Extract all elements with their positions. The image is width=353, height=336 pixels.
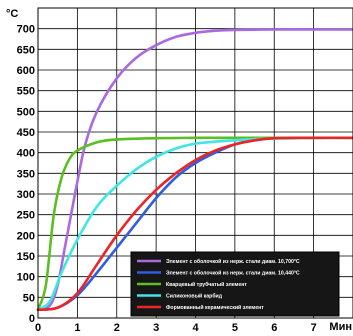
x-tick-label-0: 0: [35, 322, 41, 334]
series-group: [36, 28, 353, 311]
series-line-4: [36, 136, 353, 311]
y-tick-label-500: 500: [17, 106, 35, 118]
legend-label-1: Элемент с оболочкой из нерж. стали диам.…: [166, 270, 300, 277]
y-tick-label-200: 200: [17, 230, 35, 242]
y-tick-label-0: 0: [29, 313, 35, 325]
x-tick-label-1: 1: [74, 322, 80, 334]
y-tick-label-250: 250: [17, 210, 35, 222]
y-tick-label-400: 400: [17, 148, 35, 160]
x-tick-label-4: 4: [192, 322, 199, 334]
y-tick-label-700: 700: [17, 24, 35, 36]
x-axis-unit-label: Мин: [329, 321, 352, 333]
y-tick-label-600: 600: [17, 65, 35, 77]
x-tick-label-3: 3: [153, 322, 159, 334]
legend-label-4: Формованный керамический элемент: [166, 304, 264, 311]
y-axis-unit-label: °C: [6, 8, 18, 20]
y-tick-label-550: 550: [17, 86, 35, 98]
legend-label-2: Кварцевый трубчатый элемент: [166, 281, 247, 288]
y-tick-label-350: 350: [17, 168, 35, 180]
y-tick-label-100: 100: [17, 272, 35, 284]
series-line-3: [36, 136, 353, 311]
y-tick-label-150: 150: [17, 251, 35, 263]
plot-frame: [37, 7, 353, 319]
y-tick-label-50: 50: [23, 292, 35, 304]
x-tick-label-5: 5: [232, 322, 238, 334]
series-line-2: [36, 136, 353, 311]
y-tick-label-300: 300: [17, 189, 35, 201]
legend-box: [130, 251, 340, 317]
y-tick-label-650: 650: [17, 44, 35, 56]
y-tick-label-450: 450: [17, 127, 35, 139]
series-line-0: [36, 28, 353, 311]
x-tick-label-2: 2: [114, 322, 120, 334]
x-tick-label-6: 6: [271, 322, 277, 334]
legend-label-0: Элемент с оболочкой из нерж. стали диам.…: [166, 258, 300, 265]
legend-label-3: Силиконовый карбид: [166, 293, 223, 300]
axes: 0501001502002503003504004505005506006507…: [6, 7, 353, 334]
x-tick-label-7: 7: [311, 322, 317, 334]
legend: Элемент с оболочкой из нерж. стали диам.…: [130, 251, 340, 317]
